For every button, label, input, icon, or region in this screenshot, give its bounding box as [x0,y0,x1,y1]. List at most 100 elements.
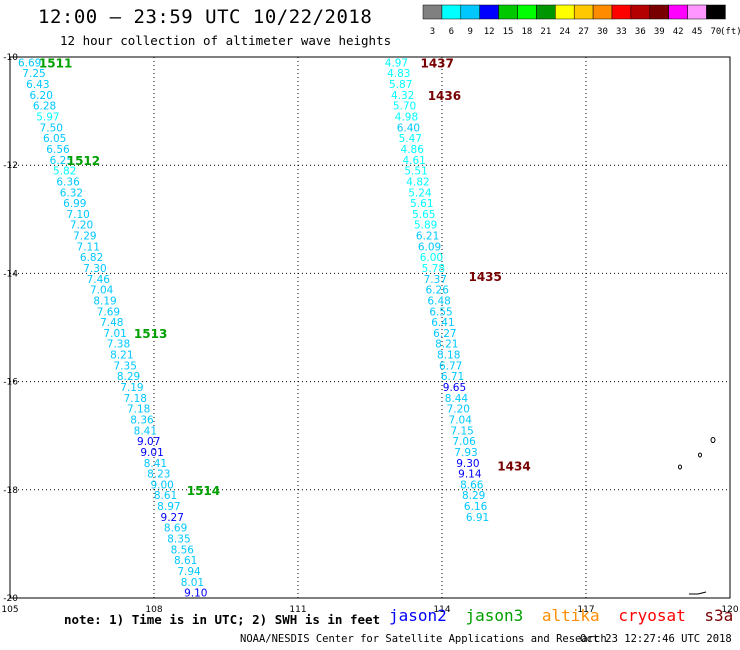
y-tick-label: -12 [3,161,18,171]
colorbar-label: 3 [430,27,435,37]
colorbar-legend: 3 6 9 12 15 18 21 24 27 30 33 36 39 42 45 70(ft) [422,4,740,37]
wave-height-point: 9.00 [150,479,173,491]
wave-height-point: 6.32 [60,187,83,199]
wave-height-point: 6.16 [464,501,488,513]
colorbar-label: 27 [578,27,589,37]
x-tick-label: 120 [721,605,738,615]
map-grid [10,57,730,598]
wave-height-point: 7.69 [97,306,120,318]
wave-height-point: 8.19 [93,295,116,307]
pass-time-label: 1512 [67,154,100,168]
coastline-islands [678,437,716,595]
wave-height-point: 8.41 [144,458,167,470]
island-2 [698,452,702,458]
wave-height-point: 6.41 [431,317,454,329]
wave-height-point: 9.07 [137,436,160,448]
wave-height-point: 6.36 [56,176,80,188]
colorbar-swatch [649,4,669,20]
wave-height-point: 9.14 [458,469,482,481]
wave-height-point: 7.18 [127,404,150,416]
wave-height-point: 7.04 [90,285,114,297]
pass-time-labels: 1511 1512 1513 1514 1437 1436 1435 1434 [39,56,531,497]
satellite-jason3: jason3 [465,606,524,625]
wave-height-point: 6.82 [80,252,103,264]
wave-height-point: 8.97 [157,501,180,513]
colorbar-swatch [536,4,556,20]
wave-height-point: 5.97 [36,112,59,124]
wave-height-point: 9.65 [443,382,466,394]
wave-height-point: 8.56 [171,544,195,556]
colorbar-label: 33 [616,27,627,37]
wave-height-point: 8.61 [174,555,197,567]
colorbar-unit: (ft) [720,27,740,37]
colorbar-label: 70 [711,27,722,37]
wave-height-point: 7.94 [177,566,201,578]
wave-height-point: 5.47 [399,133,422,145]
plot-frame [9,56,731,599]
wave-height-point: 7.46 [87,274,111,286]
wave-height-point: 7.48 [100,317,123,329]
wave-height-point: 6.69 [18,57,41,69]
satellite-s3a: s3a [704,606,734,625]
satellite-jason2: jason2 [389,606,447,625]
pass-time-label: 1436 [428,89,461,103]
y-tick-label: -14 [3,269,18,279]
colorbar-label: 39 [654,27,665,37]
wave-height-point: 5.82 [53,166,76,178]
wave-height-point: 4.98 [395,112,418,124]
wave-height-point: 4.86 [401,144,425,156]
colorbar-swatch [460,4,480,20]
y-tick-label: -20 [3,594,18,604]
wave-height-point: 5.24 [408,187,432,199]
wave-height-point: 8.29 [462,490,485,502]
satellite-legend: jason2 jason3 altika cryosat s3a [389,606,740,625]
wave-height-point: 7.35 [114,360,137,372]
wave-height-point: 6.43 [26,79,49,91]
wave-height-point: 5.78 [422,263,445,275]
wave-height-point: 7.20 [447,404,470,416]
wave-height-point: 4.82 [406,176,429,188]
wave-height-point: 8.23 [147,469,170,481]
colorbar-label: 36 [635,27,646,37]
wave-height-point: 4.83 [387,68,410,80]
colorbar-label: 45 [692,27,703,37]
colorbar-swatch [479,4,499,20]
wave-height-point: 5.51 [404,166,427,178]
wave-height-point: 6.56 [46,144,70,156]
wave-height-values: 6.697.256.436.206.285.977.506.056.566.25… [18,57,489,599]
wave-height-point: 8.36 [130,414,154,426]
wave-height-point: 7.19 [120,382,143,394]
x-tick-label: 108 [145,605,162,615]
colorbar-label: 9 [468,27,473,37]
island-3 [678,464,682,470]
y-tick-label: -16 [3,378,18,388]
wave-height-point: 6.71 [441,371,464,383]
wave-height-point: 6.20 [30,90,53,102]
x-tick-label: 117 [577,605,594,615]
wave-height-point: 5.65 [412,209,435,221]
colorbar-label: 21 [540,27,551,37]
wave-height-point: 6.55 [429,306,452,318]
colorbar-label: 42 [673,27,684,37]
wave-height-point: 6.99 [63,198,86,210]
colorbar-swatch [668,4,688,20]
satellite-cryosat: cryosat [618,606,686,625]
colorbar-swatch [573,4,594,20]
y-tick-label: -18 [3,486,18,496]
colorbar-swatch [517,4,537,20]
wave-height-point: 8.61 [154,490,177,502]
wave-height-point: 8.44 [445,393,469,405]
wave-height-point: 7.29 [73,231,96,243]
footer-note: note: 1) Time is in UTC; 2) SWH is in fe… [64,612,381,627]
wave-height-point: 6.00 [420,252,443,264]
x-tick-label: 105 [1,605,18,615]
credit-line: NOAA/NESDIS Center for Satellite Applica… [240,633,607,645]
pass-time-label: 1511 [39,56,72,70]
satellite-altika: altika [541,606,600,625]
wave-height-point: 6.21 [416,231,439,243]
generated-timestamp: Oct 23 12:27:46 UTC 2018 [580,633,732,645]
wave-height-point: 6.48 [427,295,450,307]
wave-height-point: 4.61 [402,155,425,167]
wave-height-point: 6.09 [418,241,441,253]
